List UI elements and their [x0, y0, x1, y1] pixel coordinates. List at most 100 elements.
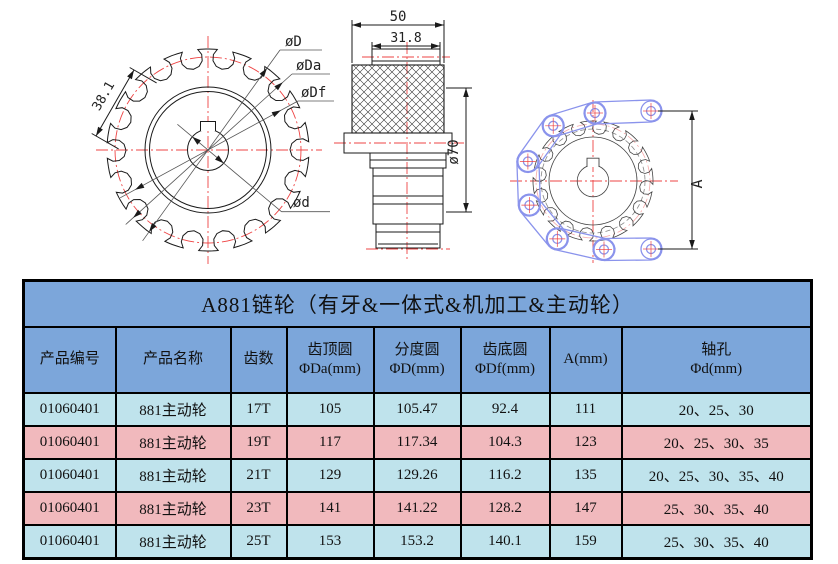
- header-text: 齿数: [243, 351, 274, 368]
- header-text: 轴孔: [701, 341, 732, 358]
- hub-circle-inner: [149, 91, 267, 209]
- table-cell: 141: [285, 491, 375, 526]
- sprocket-outline: [106, 48, 310, 252]
- table-cell: 123: [548, 425, 623, 460]
- col-header-tooth-count: 齿数: [229, 326, 288, 394]
- table-cell: 129: [285, 458, 375, 493]
- table-title-row: A881链轮（有牙&一体式&机加工&主动轮）: [22, 279, 813, 328]
- dimension-arrow: [689, 240, 695, 249]
- col-header-root-circle: 齿底圆 ΦDf(mm): [459, 326, 551, 394]
- table-cell: 19T: [229, 425, 288, 460]
- table-cell: 21T: [229, 458, 288, 493]
- chain-roller: [542, 115, 564, 137]
- table-row: 01060401 881主动轮 21T 129 129.26 116.2 135 20、25、…: [22, 458, 813, 493]
- dimension-arrow: [259, 68, 267, 77]
- table-row: 01060401 881主动轮 25T 153 153.2 140.1 159 25、30、3…: [22, 524, 813, 560]
- table-cell: 881主动轮: [114, 458, 232, 493]
- table-cell: 140.1: [459, 524, 551, 560]
- dim-overall-width: 50: [390, 9, 407, 25]
- dimension-arrow: [689, 111, 695, 120]
- dim-hub-diameter: ø70: [446, 139, 462, 164]
- dimension-arrow: [192, 136, 201, 145]
- table-cell: 20、25、30、35: [620, 425, 813, 460]
- table-cell: 104.3: [459, 425, 551, 460]
- table-header-row: 产品编号 产品名称 齿数 齿顶圆 ΦDa(mm) 分度圆 ΦD(mm) 齿底圆 …: [22, 326, 813, 394]
- table-cell: 111: [548, 392, 623, 427]
- table-cell: 128.2: [459, 491, 551, 526]
- header-text: ΦDa(mm): [299, 361, 361, 377]
- dimension-arrow: [372, 43, 381, 49]
- header-text: 分度圆: [394, 341, 440, 358]
- dimension-line: [95, 69, 135, 137]
- keyway: [200, 121, 216, 131]
- table-cell: 881主动轮: [114, 425, 232, 460]
- side-view-drawing: 50 31.8 ø70: [334, 9, 472, 259]
- table-cell: 01060401: [22, 491, 117, 526]
- table-cell: 881主动轮: [114, 491, 232, 526]
- leader-line: [120, 100, 299, 199]
- table-cell: 23T: [229, 491, 288, 526]
- tooth-section: [375, 223, 441, 249]
- table-cell: 141.22: [372, 491, 462, 526]
- chain-link-plate: [592, 237, 663, 262]
- table-cell: 01060401: [22, 524, 117, 560]
- tooth-section: [372, 167, 444, 197]
- dimension-arrow: [135, 182, 145, 190]
- table-cell: 25、30、35、40: [620, 524, 813, 560]
- dimension-arrow: [127, 70, 134, 80]
- table-cell: 01060401: [22, 425, 117, 460]
- leader-line: [142, 49, 281, 242]
- chain-link-plate: [516, 114, 565, 174]
- header-text: 产品编号: [39, 351, 100, 368]
- dimension-arrow: [352, 22, 361, 28]
- table-cell: 17T: [229, 392, 288, 427]
- chain-roller: [593, 238, 615, 261]
- dimension-arrow: [463, 203, 469, 212]
- chain-roller: [546, 228, 568, 250]
- table-cell: 01060401: [22, 458, 117, 493]
- dim-height-A: A: [688, 179, 706, 188]
- technical-drawings: øD øDa øDf ød 38.1 50 31.8 ø70 A: [90, 9, 706, 264]
- col-header-bore: 轴孔 Φd(mm): [620, 326, 813, 394]
- dimension-arrow: [435, 22, 444, 28]
- tooth-section: [372, 195, 444, 225]
- header-text: 齿底圆: [482, 341, 528, 358]
- dimension-arrow: [149, 223, 157, 232]
- chain-link-plate: [545, 227, 616, 262]
- table-cell: 105: [285, 392, 375, 427]
- extension-line: [129, 67, 157, 84]
- table-cell: 881主动轮: [114, 524, 232, 560]
- chain-roller: [518, 194, 541, 216]
- header-text: ΦDf(mm): [474, 361, 536, 377]
- table-cell: 01060401: [22, 392, 117, 427]
- label-root-diameter: øDf: [301, 85, 326, 101]
- table-cell: 25、30、35、40: [620, 491, 813, 526]
- header-text: 产品名称: [142, 351, 203, 368]
- table-cell: 20、25、30: [620, 392, 813, 427]
- table-cell: 105.47: [372, 392, 462, 427]
- chain-roller: [584, 102, 606, 124]
- front-view-drawing: øD øDa øDf ød 38.1: [90, 34, 334, 264]
- sprocket-outline: [532, 120, 654, 242]
- spec-table: A881链轮（有牙&一体式&机加工&主动轮） 产品编号 产品名称 齿数 齿顶圆 …: [22, 279, 814, 560]
- table-row: 01060401 881主动轮 19T 117 117.34 104.3 123 20、25、…: [22, 425, 813, 460]
- hub-circle-outer: [144, 86, 272, 214]
- header-text: ΦD(mm): [389, 361, 445, 377]
- header-text: A(mm): [563, 351, 608, 368]
- chain-engagement-drawing: A: [510, 99, 706, 263]
- table-cell: 117: [285, 425, 375, 460]
- table-cell: 129.26: [372, 458, 462, 493]
- label-bore-diameter: ød: [293, 195, 310, 211]
- chain-link-plate: [517, 193, 569, 251]
- chain-link-plate: [541, 101, 607, 138]
- dim-hub-width: 31.8: [390, 31, 421, 46]
- label-pitch-diameter: øD: [285, 34, 302, 50]
- label-tip-diameter: øDa: [296, 58, 321, 74]
- table-cell: 116.2: [459, 458, 551, 493]
- pitch-circle: [114, 56, 302, 244]
- hatched-hub-section: [351, 64, 445, 134]
- table-cell: 25T: [229, 524, 288, 560]
- dimension-arrow: [96, 126, 103, 136]
- chain-link-plate: [583, 99, 663, 125]
- chain-roller: [517, 150, 539, 173]
